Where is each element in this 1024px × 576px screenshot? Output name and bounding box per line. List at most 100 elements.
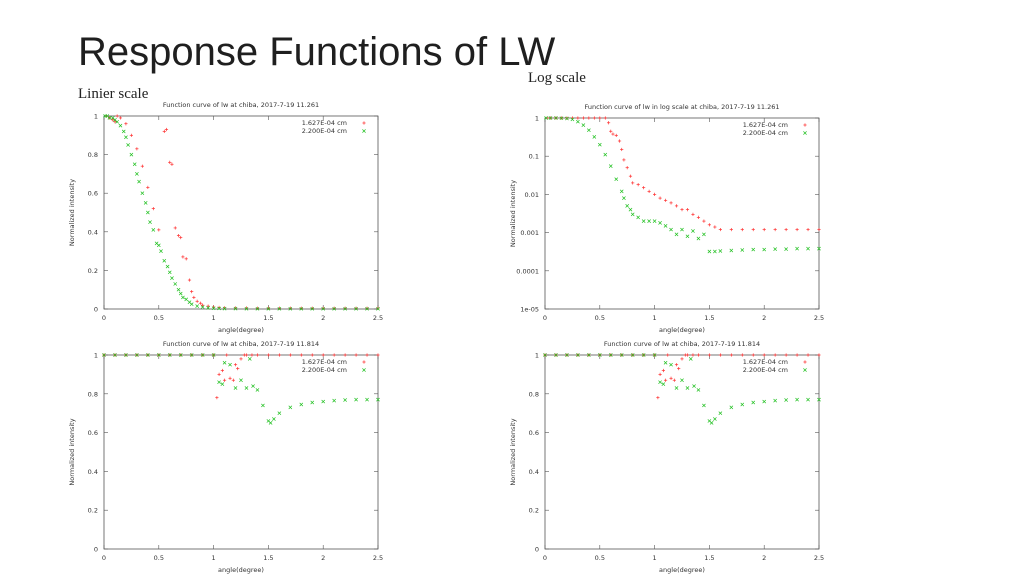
data-point-s1: [707, 223, 711, 227]
data-point-s1: [795, 353, 799, 357]
legend-marker: [803, 123, 807, 127]
data-point-s1: [784, 227, 788, 232]
data-point-s2: [614, 177, 619, 182]
data-point-s2: [696, 236, 701, 241]
data-point-s1: [222, 378, 227, 382]
data-point-s2: [661, 382, 666, 386]
x-tick-label: 1.5: [704, 554, 714, 562]
data-point-s2: [795, 246, 799, 251]
x-tick-label: 0.5: [595, 314, 605, 322]
data-point-s1: [628, 174, 633, 178]
data-point-s1: [661, 368, 665, 373]
data-point-s1: [620, 147, 624, 152]
data-point-s2: [554, 116, 558, 120]
plot-frame: [544, 117, 820, 310]
data-point-s2: [354, 306, 358, 311]
data-point-s1: [140, 164, 144, 168]
data-point-s2: [702, 232, 706, 237]
data-point-s2: [608, 353, 613, 357]
data-point-s1: [225, 353, 229, 357]
data-point-s1: [729, 353, 733, 357]
data-point-s1: [332, 353, 336, 357]
data-point-s2: [288, 306, 293, 311]
data-point-s1: [674, 204, 679, 208]
x-tick-label: 2.5: [814, 554, 824, 562]
data-point-s2: [608, 164, 613, 168]
data-point-s2: [663, 224, 668, 228]
data-point-s2: [543, 353, 547, 357]
data-point-s2: [217, 380, 221, 385]
data-point-s1: [680, 357, 684, 361]
data-point-s2: [167, 353, 172, 357]
data-point-s1: [647, 189, 651, 193]
data-point-s1: [672, 378, 676, 382]
data-point-s2: [376, 397, 380, 402]
data-point-s1: [343, 353, 347, 357]
legend-marker: [362, 360, 366, 364]
x-tick-label: 1: [212, 554, 216, 562]
data-point-s1: [164, 127, 169, 132]
data-point-s2: [162, 258, 167, 263]
data-point-s1: [669, 201, 673, 205]
data-point-s1: [762, 227, 766, 232]
y-tick-label: 0.6: [88, 429, 98, 437]
data-point-s2: [740, 402, 745, 407]
data-point-s1: [198, 301, 203, 305]
data-point-s2: [554, 353, 558, 357]
data-point-s2: [658, 380, 662, 385]
y-tick-label: 0.001: [520, 229, 539, 237]
x-tick-label: 0.5: [154, 314, 164, 322]
data-point-s2: [118, 123, 123, 128]
data-point-s1: [576, 116, 580, 120]
data-point-s2: [244, 386, 249, 390]
data-point-s1: [266, 353, 270, 357]
y-tick-label: 0.8: [88, 390, 98, 398]
data-point-s2: [762, 247, 767, 252]
data-point-s1: [658, 372, 662, 376]
data-point-s2: [817, 246, 821, 251]
y-tick-label: 1: [535, 352, 539, 360]
x-tick-label: 2: [762, 554, 766, 562]
data-point-s1: [762, 353, 766, 357]
data-point-s2: [669, 362, 673, 367]
data-point-s1: [231, 378, 235, 382]
y-tick-label: 1: [94, 352, 98, 360]
x-tick-label: 1: [653, 554, 657, 562]
x-tick-label: 2.5: [373, 314, 383, 322]
data-point-s1: [111, 118, 115, 122]
data-point-s2: [233, 306, 238, 311]
data-point-s1: [773, 227, 777, 232]
log-scale-label: Log scale: [528, 70, 586, 86]
data-point-s1: [611, 132, 615, 136]
data-point-s1: [696, 215, 701, 219]
data-point-s1: [691, 212, 695, 216]
data-point-s2: [729, 405, 734, 410]
data-point-s2: [126, 143, 130, 147]
data-point-s2: [576, 353, 580, 357]
x-tick-label: 2.5: [814, 314, 824, 322]
data-point-s2: [365, 306, 369, 311]
y-tick-label: 1e-05: [520, 306, 539, 314]
x-tick-label: 2: [321, 554, 325, 562]
data-point-s2: [817, 397, 821, 402]
data-point-s2: [652, 219, 657, 223]
x-tick-label: 0.5: [595, 554, 605, 562]
data-point-s2: [622, 196, 626, 200]
data-point-s1: [718, 353, 722, 357]
data-point-s2: [140, 191, 145, 196]
data-point-s1: [192, 295, 196, 300]
data-point-s1: [598, 116, 602, 120]
legend-label: 2.200E-04 cm: [302, 127, 347, 135]
data-point-s1: [609, 129, 613, 133]
data-point-s1: [135, 147, 139, 151]
data-point-s2: [376, 306, 380, 311]
data-point-s2: [222, 360, 227, 365]
data-point-s1: [773, 353, 777, 357]
data-point-s1: [277, 353, 281, 357]
data-point-s2: [135, 353, 139, 357]
data-point-s1: [201, 303, 205, 307]
data-point-s1: [622, 158, 626, 162]
data-point-s2: [251, 384, 255, 388]
data-point-s1: [603, 116, 607, 120]
data-point-s2: [773, 398, 778, 403]
